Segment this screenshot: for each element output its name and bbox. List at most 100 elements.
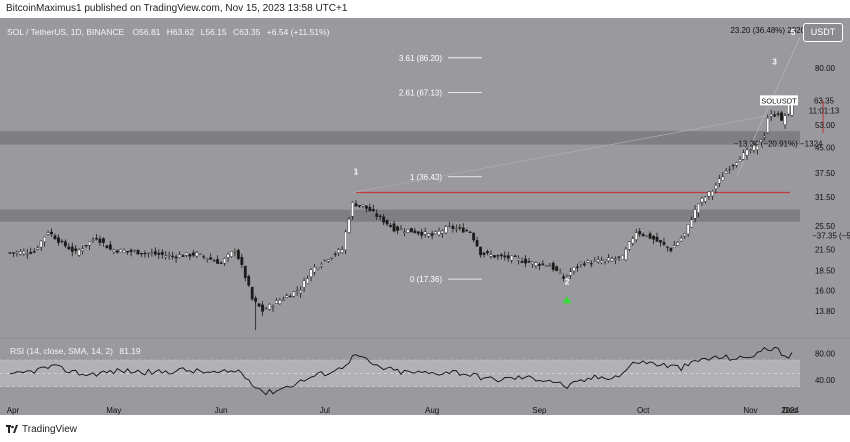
corner-label: 5 (791, 28, 796, 37)
candle (143, 252, 147, 255)
candle (773, 114, 777, 117)
candle (579, 262, 583, 265)
candle (537, 264, 541, 266)
candle (102, 238, 105, 243)
candle (25, 253, 29, 255)
candle (783, 115, 787, 125)
fib-label-2: 1 (36.43) (410, 173, 442, 182)
candle (91, 239, 95, 241)
candle (631, 238, 635, 244)
candle (281, 299, 285, 301)
candle (603, 259, 607, 261)
candle (226, 254, 230, 258)
x-tick-label: Aug (425, 406, 439, 415)
candle (320, 264, 323, 267)
candle (60, 240, 64, 243)
fib-label-0: 3.61 (86.20) (399, 54, 442, 63)
currency-button[interactable]: USDT (803, 23, 843, 42)
candle (472, 232, 476, 241)
x-tick-label: Dec (783, 406, 797, 415)
rsi-tick-label: 80.00 (815, 349, 836, 358)
candle (29, 251, 33, 254)
candle (136, 249, 140, 255)
candle (236, 250, 240, 260)
candle (32, 251, 36, 253)
candle (209, 257, 213, 260)
candle (344, 231, 348, 251)
candle (531, 261, 534, 265)
candle (119, 248, 123, 253)
candle (323, 259, 327, 261)
candle (423, 231, 427, 235)
candle (63, 241, 67, 247)
candle (174, 256, 178, 259)
projection-line-0 (736, 37, 801, 178)
candle (479, 246, 482, 256)
candle (181, 255, 185, 257)
candle (558, 272, 562, 274)
candle (233, 251, 237, 253)
candle (496, 255, 500, 257)
legend-open: O56.81 (132, 27, 161, 37)
support-zone-0 (0, 131, 800, 145)
fib-label-1: 2.61 (67.13) (399, 88, 442, 97)
price-chart[interactable]: 3.61 (86.20) 2.61 (67.13) 1 (36.43) 0 (17.3… (0, 18, 850, 415)
candle (299, 290, 303, 294)
candle (84, 245, 88, 247)
candle (330, 257, 334, 259)
candle (769, 114, 773, 117)
candle (278, 299, 282, 304)
candle (358, 205, 361, 207)
wave-label-1: 2 (565, 277, 570, 286)
y-tick-label: 37.50 (815, 169, 836, 178)
candle (247, 275, 251, 286)
candle (157, 252, 161, 255)
candle (399, 228, 403, 231)
candle (416, 231, 420, 234)
candle (458, 227, 462, 229)
y-tick-label: 25.50 (815, 222, 836, 231)
candle (375, 213, 379, 217)
x-tick-label: May (106, 406, 121, 415)
chart-area[interactable]: 3.61 (86.20) 2.61 (67.13) 1 (36.43) 0 (17.3… (0, 18, 850, 415)
y-tick-label: 21.50 (815, 246, 836, 255)
candle (108, 244, 112, 250)
candle (780, 112, 783, 121)
rsi-params: (14, close, SMA, 14, 2) (26, 346, 113, 356)
candle (8, 252, 12, 254)
candle (454, 228, 458, 230)
candle (652, 236, 655, 240)
candle (638, 231, 642, 235)
candle (437, 231, 441, 236)
rsi-value: 81.19 (119, 346, 141, 356)
candle (766, 117, 770, 133)
footer: TradingView (0, 415, 850, 442)
candle (493, 255, 496, 258)
candle (36, 247, 40, 250)
candle (12, 252, 15, 254)
projection-line-1 (352, 114, 772, 193)
candle (721, 176, 725, 181)
candle (666, 246, 669, 248)
candle (510, 255, 514, 261)
price-legend: SOL / TetherUS, 1D, BINANCE O56.81 H63.6… (7, 27, 329, 37)
candle (361, 204, 365, 207)
candle (389, 225, 392, 227)
candle (53, 235, 57, 240)
candle (430, 233, 434, 236)
candle (669, 247, 673, 252)
candle (489, 254, 493, 257)
candle (164, 255, 168, 258)
wave-label-0: 1 (354, 168, 359, 177)
ticker-badge (760, 95, 798, 106)
x-tick-label: 2024 (781, 406, 799, 415)
candle (621, 255, 624, 260)
publish-bar: BitcoinMaximus1 published on TradingView… (0, 0, 850, 18)
y-tick-label: 16.00 (815, 286, 836, 295)
legend-high: H63.62 (166, 27, 195, 37)
measure-annotation-0: 23.20 (36.48%) 2320 (730, 26, 805, 35)
candle (81, 248, 85, 251)
rsi-legend: RSI (14, close, SMA, 14, 2) 81.19 (10, 346, 141, 356)
candle (340, 249, 344, 253)
rsi-line (9, 346, 793, 396)
